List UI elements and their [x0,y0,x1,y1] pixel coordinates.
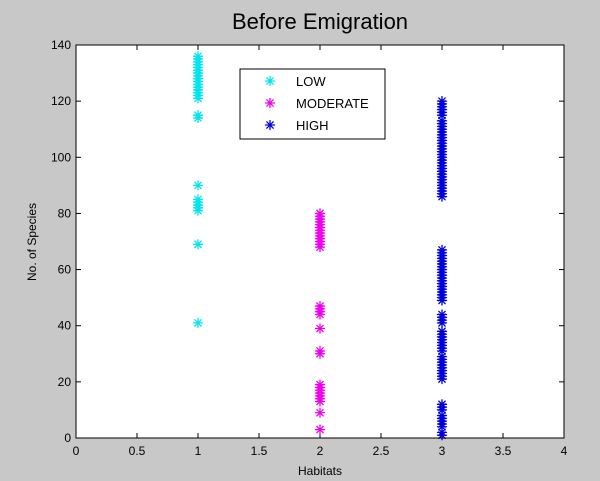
x-tick-label: 3.5 [495,444,512,458]
legend-marker-moderate [264,97,276,109]
data-point-high [436,309,448,320]
legend-marker-low [264,75,276,87]
data-point-low [192,239,204,250]
y-tick-label: 140 [51,38,71,52]
y-tick-label: 120 [51,94,71,108]
data-point-high [436,326,448,337]
x-tick-label: 2.5 [373,444,390,458]
data-point-low [192,51,204,62]
data-point-moderate [314,300,326,312]
data-point-low [192,194,204,205]
y-tick-label: 100 [51,150,71,164]
legend-label-high: HIGH [296,118,329,133]
y-tick-label: 40 [58,319,72,333]
legend-label-low: LOW [296,74,326,89]
data-point-low [192,180,204,191]
y-tick-label: 60 [58,263,72,277]
x-tick-label: 2 [317,444,324,458]
x-tick-label: 4 [561,444,568,458]
x-tick-label: 3 [439,444,446,458]
data-point-high [436,244,448,256]
data-point-high [436,399,448,410]
y-tick-label: 20 [58,375,72,389]
chart-title: Before Emigration [232,9,408,34]
legend-marker-high [264,119,276,131]
data-point-high [436,95,448,107]
x-tick-label: 0 [73,444,80,458]
legend-label-moderate: MODERATE [296,96,369,111]
data-point-moderate [314,379,326,390]
legend-box [239,68,386,140]
data-point-moderate [314,424,326,435]
legend-items: LOW MODERATE HIGH [264,74,369,133]
data-point-moderate [314,208,326,219]
data-points [192,51,448,441]
x-tick-label: 0.5 [129,444,146,458]
data-point-moderate [314,345,326,357]
plot-frame [75,44,565,439]
y-tick-label: 0 [64,431,71,445]
data-point-moderate [314,407,326,418]
y-axis-label: No. of Species [25,203,39,281]
legend: LOW MODERATE HIGH [239,68,386,140]
x-axis-label: Habitats [298,464,342,478]
data-point-moderate [314,323,326,334]
data-point-low [192,110,204,121]
x-tick-label: 1 [195,444,202,458]
y-tick-label: 80 [58,206,72,220]
x-tick-label: 1.5 [251,444,268,458]
data-point-low [192,317,204,329]
